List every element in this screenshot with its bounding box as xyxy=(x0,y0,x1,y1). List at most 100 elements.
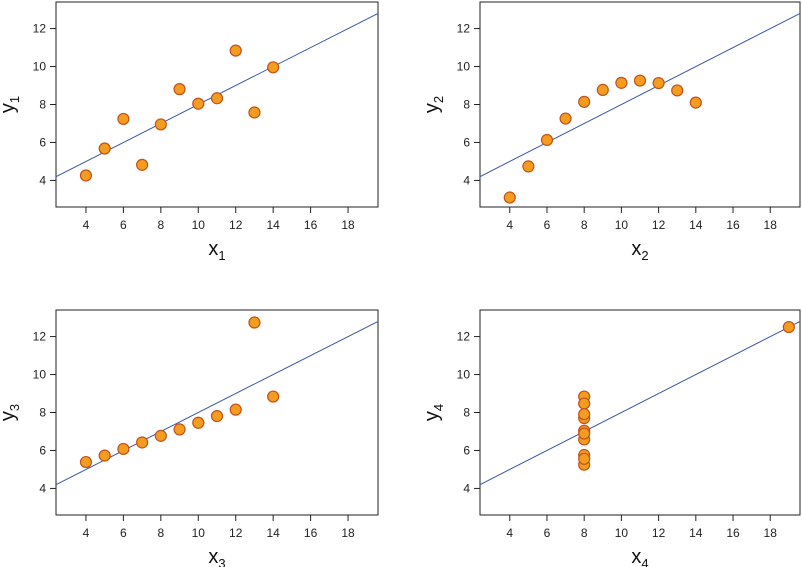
plot-frame xyxy=(479,1,801,208)
data-point xyxy=(248,316,261,329)
data-point xyxy=(248,106,261,119)
y-tick-label: 12 xyxy=(33,330,47,344)
x-tick-label: 16 xyxy=(304,218,318,232)
data-point xyxy=(173,83,186,96)
y-axis-label: y3 xyxy=(0,404,22,421)
data-point xyxy=(229,44,242,57)
x-tick-label: 16 xyxy=(304,526,318,540)
data-point xyxy=(578,397,591,410)
y-tick-label: 8 xyxy=(463,98,470,112)
y-axis-label-subscript: 3 xyxy=(7,404,22,411)
x-axis-label-subscript: 4 xyxy=(641,556,648,567)
y-tick-label: 8 xyxy=(39,98,46,112)
data-point xyxy=(671,84,684,97)
data-point xyxy=(689,96,702,109)
x-tick-label: 8 xyxy=(157,218,164,232)
data-point xyxy=(117,442,130,456)
x-axis-label-main: x xyxy=(208,546,218,567)
x-axis-label: x3 xyxy=(208,546,225,567)
data-point xyxy=(267,390,280,403)
data-point xyxy=(98,142,111,155)
data-point xyxy=(229,403,242,416)
scatter-panel-3: 46810121416184681012x3y3 xyxy=(0,309,379,567)
x-axis-label-subscript: 3 xyxy=(218,556,225,567)
data-point xyxy=(633,74,647,87)
data-point xyxy=(192,416,205,429)
scatter-panel-1: 46810121416184681012x1y1 xyxy=(0,1,379,263)
data-point xyxy=(596,83,609,96)
y-tick-label: 4 xyxy=(39,173,46,187)
regression-line xyxy=(480,320,800,486)
x-tick-label: 4 xyxy=(83,218,90,232)
data-point xyxy=(79,455,93,469)
y-tick-label: 12 xyxy=(457,22,471,36)
x-tick-label: 10 xyxy=(615,526,629,540)
data-point xyxy=(154,429,167,442)
y-axis-label-main: y xyxy=(421,411,443,421)
x-tick-label: 6 xyxy=(544,526,551,540)
x-tick-label: 14 xyxy=(689,218,703,232)
x-tick-label: 6 xyxy=(120,526,127,540)
y-tick-label: 6 xyxy=(463,135,470,149)
x-tick-label: 10 xyxy=(192,526,206,540)
data-point xyxy=(578,427,591,440)
data-point xyxy=(154,118,167,131)
y-axis-label-main: y xyxy=(0,411,19,421)
y-tick-label: 4 xyxy=(463,481,470,495)
x-tick-label: 4 xyxy=(83,526,90,540)
data-point xyxy=(79,169,93,182)
x-tick-label: 18 xyxy=(764,526,778,540)
x-axis-label: x1 xyxy=(208,238,225,263)
x-tick-label: 18 xyxy=(341,218,355,232)
data-point xyxy=(578,95,591,108)
x-axis-label-main: x xyxy=(208,238,218,260)
y-tick-label: 10 xyxy=(457,60,471,74)
y-tick-label: 4 xyxy=(39,481,46,495)
x-tick-label: 14 xyxy=(266,526,280,540)
x-axis-label-main: x xyxy=(631,546,641,567)
x-tick-label: 8 xyxy=(157,526,164,540)
y-tick-label: 6 xyxy=(39,443,46,457)
x-tick-label: 12 xyxy=(229,526,243,540)
y-tick-label: 10 xyxy=(457,368,471,382)
x-tick-label: 10 xyxy=(192,218,206,232)
x-tick-label: 8 xyxy=(581,218,588,232)
x-tick-label: 16 xyxy=(726,526,740,540)
x-tick-label: 12 xyxy=(229,218,243,232)
y-tick-label: 6 xyxy=(39,135,46,149)
x-axis-label-main: x xyxy=(631,238,641,260)
x-axis-label: x4 xyxy=(631,546,648,567)
data-point xyxy=(173,423,186,436)
x-tick-label: 4 xyxy=(506,218,513,232)
x-tick-label: 14 xyxy=(266,218,280,232)
y-axis-label-subscript: 4 xyxy=(431,404,446,411)
data-point xyxy=(210,92,224,105)
y-axis-label-subscript: 1 xyxy=(7,96,22,103)
y-axis-label-main: y xyxy=(421,103,443,113)
data-point xyxy=(117,112,130,126)
x-tick-label: 12 xyxy=(652,526,666,540)
y-axis-label: y1 xyxy=(0,96,22,113)
x-tick-label: 18 xyxy=(764,218,778,232)
x-tick-label: 16 xyxy=(726,218,740,232)
y-tick-label: 8 xyxy=(39,406,46,420)
x-tick-label: 18 xyxy=(341,526,355,540)
data-point xyxy=(578,408,591,421)
data-point xyxy=(503,191,516,204)
y-tick-label: 12 xyxy=(457,330,471,344)
x-axis-label-subscript: 1 xyxy=(218,248,225,263)
regression-line xyxy=(480,12,800,178)
x-tick-label: 8 xyxy=(581,526,588,540)
x-tick-label: 6 xyxy=(544,218,551,232)
y-tick-label: 6 xyxy=(463,443,470,457)
plot-frame xyxy=(479,309,801,516)
data-point xyxy=(559,112,572,125)
x-tick-label: 14 xyxy=(689,526,703,540)
x-tick-label: 12 xyxy=(652,218,666,232)
y-axis-label-subscript: 2 xyxy=(431,96,446,103)
data-point xyxy=(652,76,665,90)
data-point xyxy=(267,61,280,74)
y-axis-label: y2 xyxy=(421,96,446,113)
